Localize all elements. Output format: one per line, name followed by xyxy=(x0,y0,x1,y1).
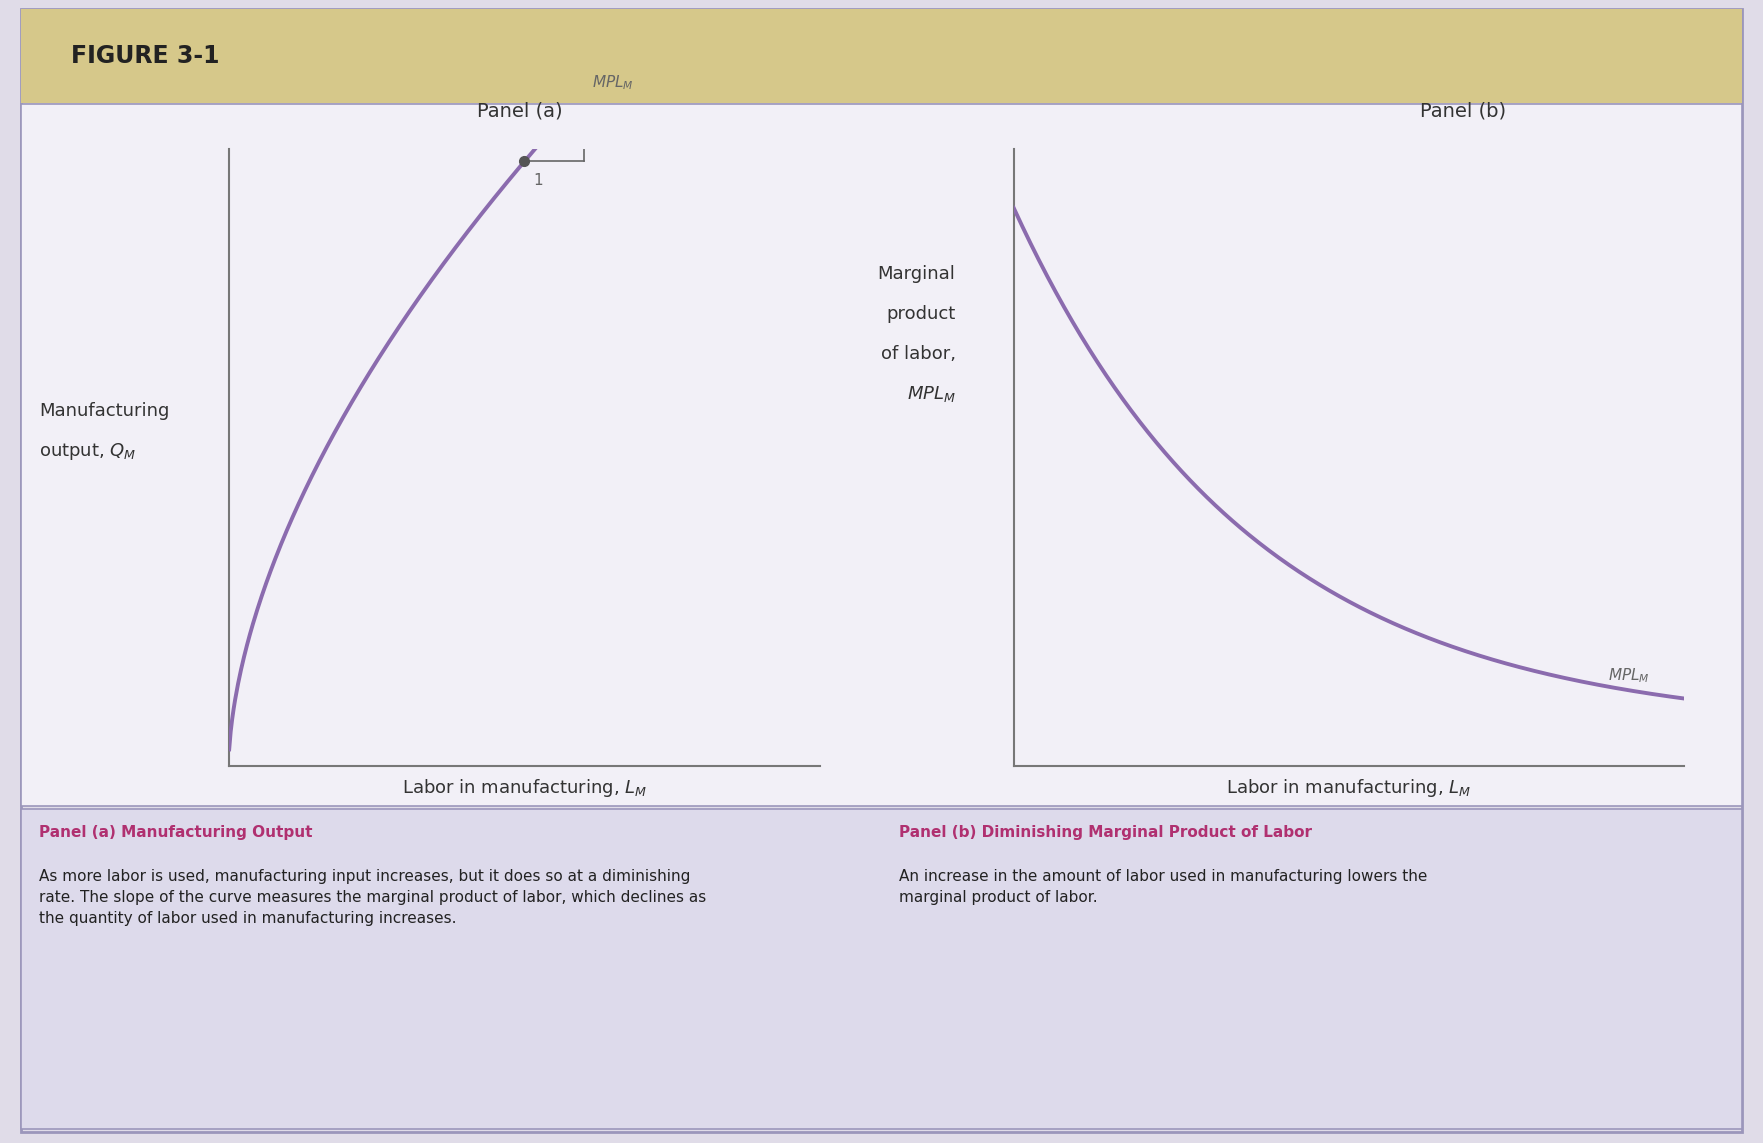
Text: Panel (b) Diminishing Marginal Product of Labor: Panel (b) Diminishing Marginal Product o… xyxy=(899,825,1312,840)
FancyBboxPatch shape xyxy=(21,9,1742,103)
Text: Manufacturing: Manufacturing xyxy=(39,402,169,421)
Text: output, $Q_M$: output, $Q_M$ xyxy=(39,441,136,462)
Text: $MPL_M$: $MPL_M$ xyxy=(1608,666,1650,685)
Text: $MPL_M$: $MPL_M$ xyxy=(906,384,956,405)
Text: product: product xyxy=(887,305,956,323)
Text: Panel (b): Panel (b) xyxy=(1421,101,1506,120)
Text: $MPL_M$: $MPL_M$ xyxy=(592,73,635,91)
Text: FIGURE 3-1: FIGURE 3-1 xyxy=(71,45,219,67)
FancyBboxPatch shape xyxy=(21,104,1742,806)
Text: of labor,: of labor, xyxy=(880,345,956,363)
X-axis label: Labor in manufacturing, $L_M$: Labor in manufacturing, $L_M$ xyxy=(402,777,647,799)
X-axis label: Labor in manufacturing, $L_M$: Labor in manufacturing, $L_M$ xyxy=(1225,777,1472,799)
Text: As more labor is used, manufacturing input increases, but it does so at a dimini: As more labor is used, manufacturing inp… xyxy=(39,869,705,926)
Text: Panel (a): Panel (a) xyxy=(478,101,562,120)
FancyBboxPatch shape xyxy=(21,809,1742,1129)
Text: Panel (a) Manufacturing Output: Panel (a) Manufacturing Output xyxy=(39,825,312,840)
Text: An increase in the amount of labor used in manufacturing lowers the
marginal pro: An increase in the amount of labor used … xyxy=(899,869,1428,904)
Text: 1: 1 xyxy=(534,174,543,189)
FancyBboxPatch shape xyxy=(21,9,1742,1132)
Text: Marginal: Marginal xyxy=(878,265,956,283)
